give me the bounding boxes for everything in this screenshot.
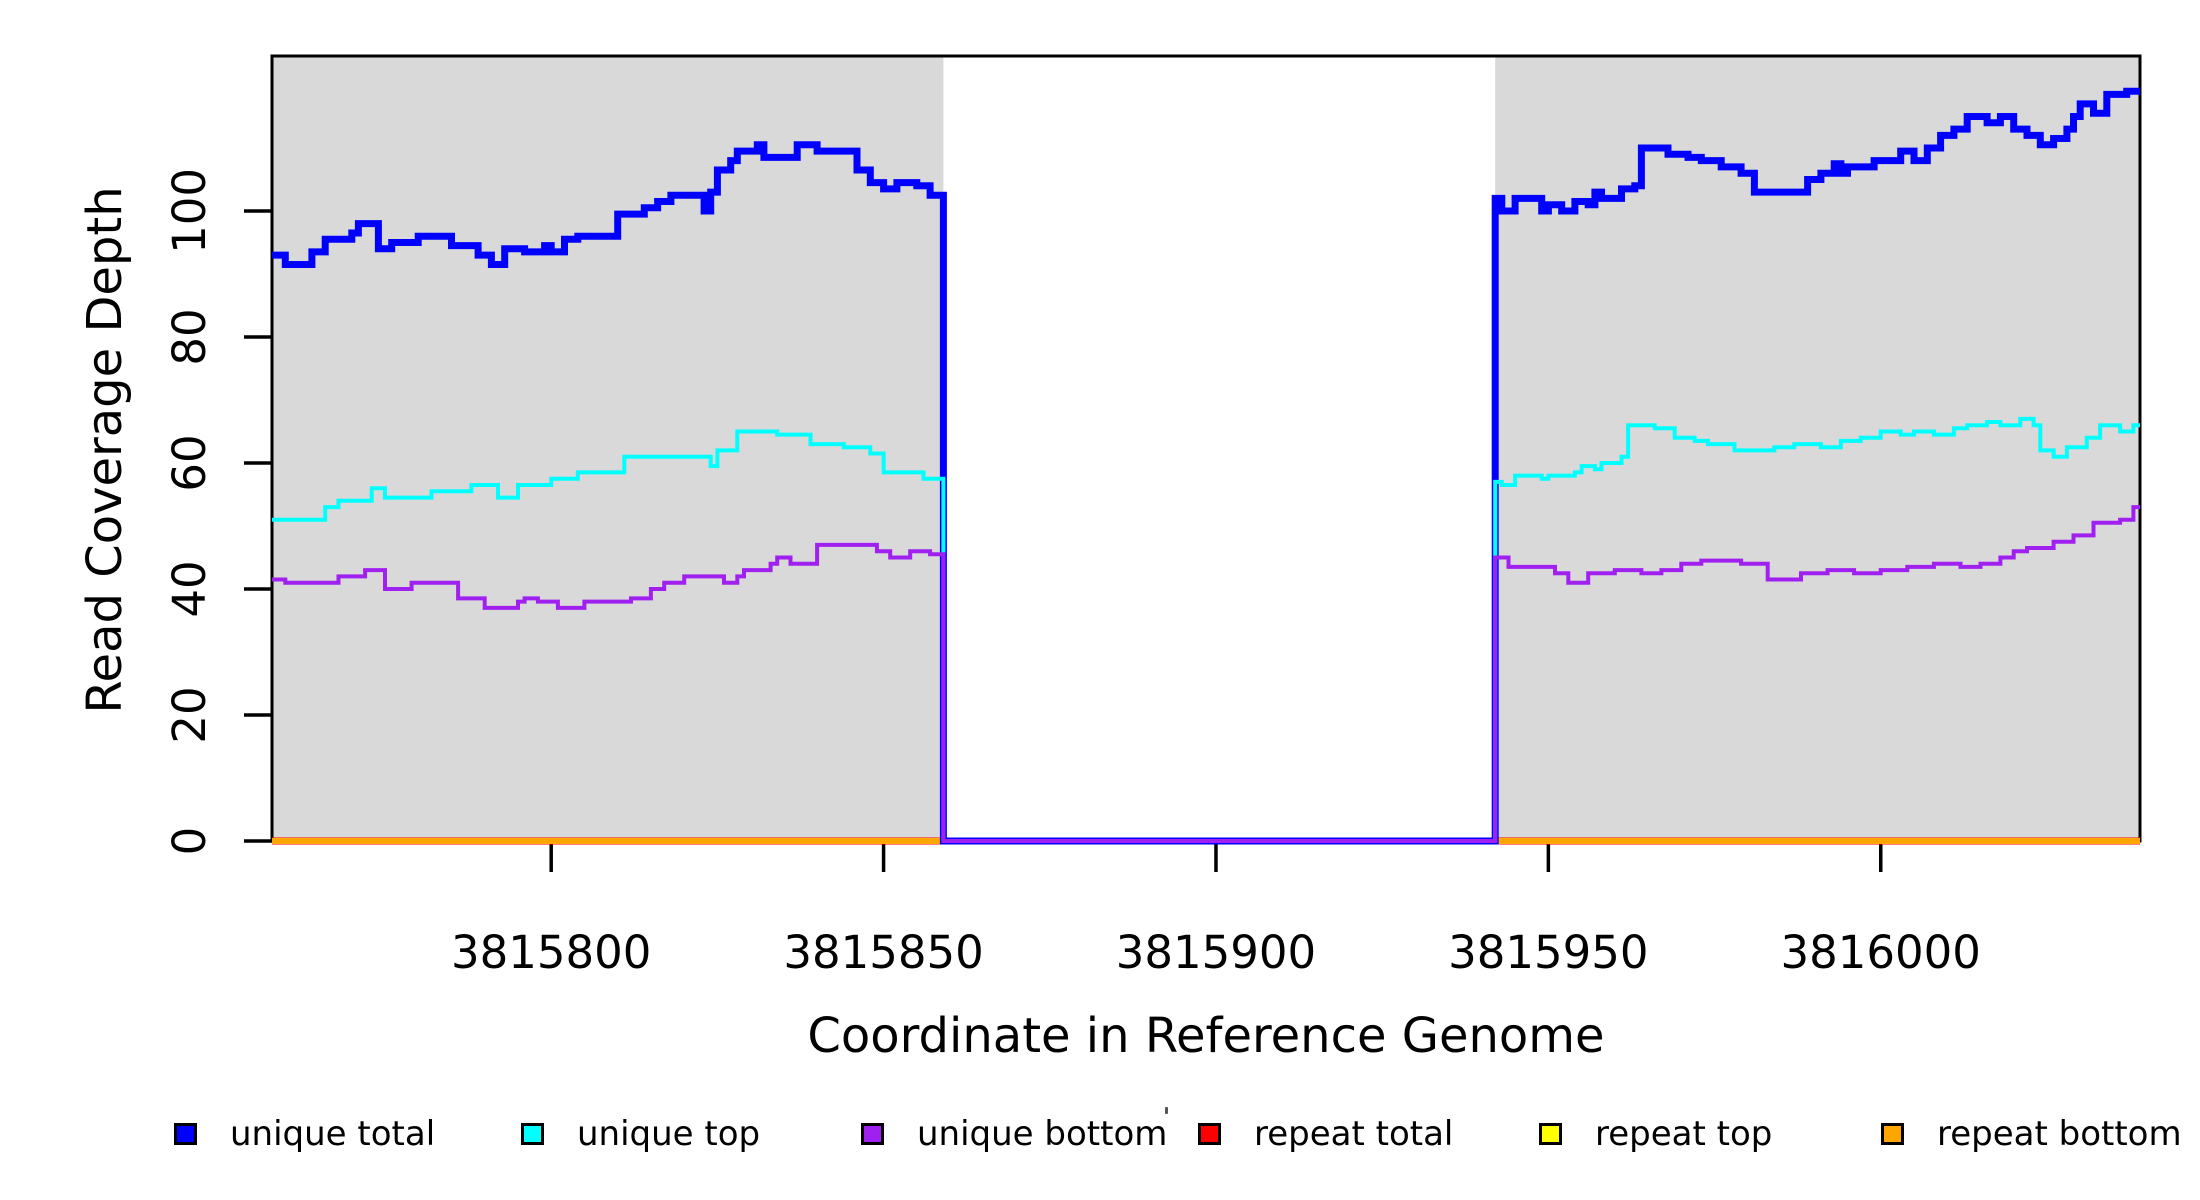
- y-tick-label: 0: [163, 827, 216, 856]
- y-tick-label: 60: [163, 434, 216, 491]
- y-tick-label: 100: [163, 168, 216, 254]
- x-tick-label: 3815850: [783, 926, 983, 979]
- series-line-unique-total: [272, 87, 2140, 845]
- y-axis-title: Read Coverage Depth: [77, 186, 133, 714]
- series-line-unique-bottom: [272, 505, 2140, 843]
- x-tick-label: 3815900: [1116, 926, 1316, 979]
- series-line-unique-top: [272, 416, 2140, 843]
- x-tick-label: 3815800: [451, 926, 651, 979]
- y-tick-label: 40: [163, 560, 216, 617]
- x-axis-title: Coordinate in Reference Genome: [807, 1008, 1605, 1064]
- shaded-region: [1495, 56, 2140, 841]
- shaded-region: [272, 56, 944, 841]
- stray-mark: [1165, 1107, 1168, 1114]
- x-tick-label: 3816000: [1781, 926, 1981, 979]
- x-tick-label: 3815950: [1448, 926, 1648, 979]
- y-tick-label: 80: [163, 308, 216, 365]
- y-tick-label: 20: [163, 686, 216, 743]
